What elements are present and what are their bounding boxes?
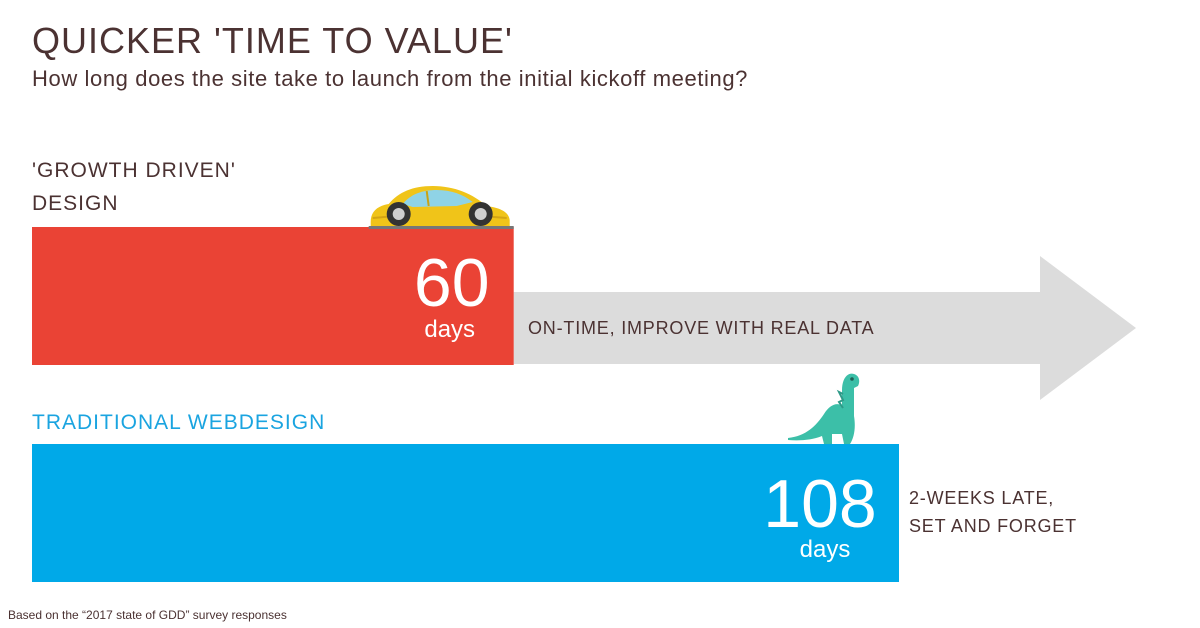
value-label-gdd: 60 [414, 245, 490, 321]
bar-gdd [32, 227, 514, 365]
annotation-gdd: ON-TIME, IMPROVE WITH REAL DATA [528, 318, 875, 338]
page-subtitle: How long does the site take to launch fr… [32, 66, 749, 91]
value-label-traditional: 108 [763, 466, 876, 542]
annotation-traditional: 2-WEEKS LATE, SET AND FORGET [909, 484, 1077, 540]
unit-label-gdd: days [424, 316, 475, 343]
car-icon [368, 186, 514, 229]
timeline-arrow [513, 256, 1136, 400]
unit-label-traditional: days [800, 536, 851, 563]
page-title: QUICKER 'TIME TO VALUE' [32, 20, 513, 61]
annotation-traditional-line-1: 2-WEEKS LATE, [909, 488, 1055, 508]
annotation-traditional-line-2: SET AND FORGET [909, 516, 1077, 536]
category-label-gdd-line-2: DESIGN [32, 192, 119, 215]
footnote: Based on the “2017 state of GDD” survey … [8, 608, 287, 622]
category-label-gdd: 'GROWTH DRIVEN' DESIGN [32, 154, 236, 220]
category-label-traditional: TRADITIONAL WEBDESIGN [32, 411, 326, 434]
dinosaur-icon [788, 373, 860, 444]
bar-traditional [32, 444, 899, 582]
category-label-gdd-line-1: 'GROWTH DRIVEN' [32, 159, 236, 182]
